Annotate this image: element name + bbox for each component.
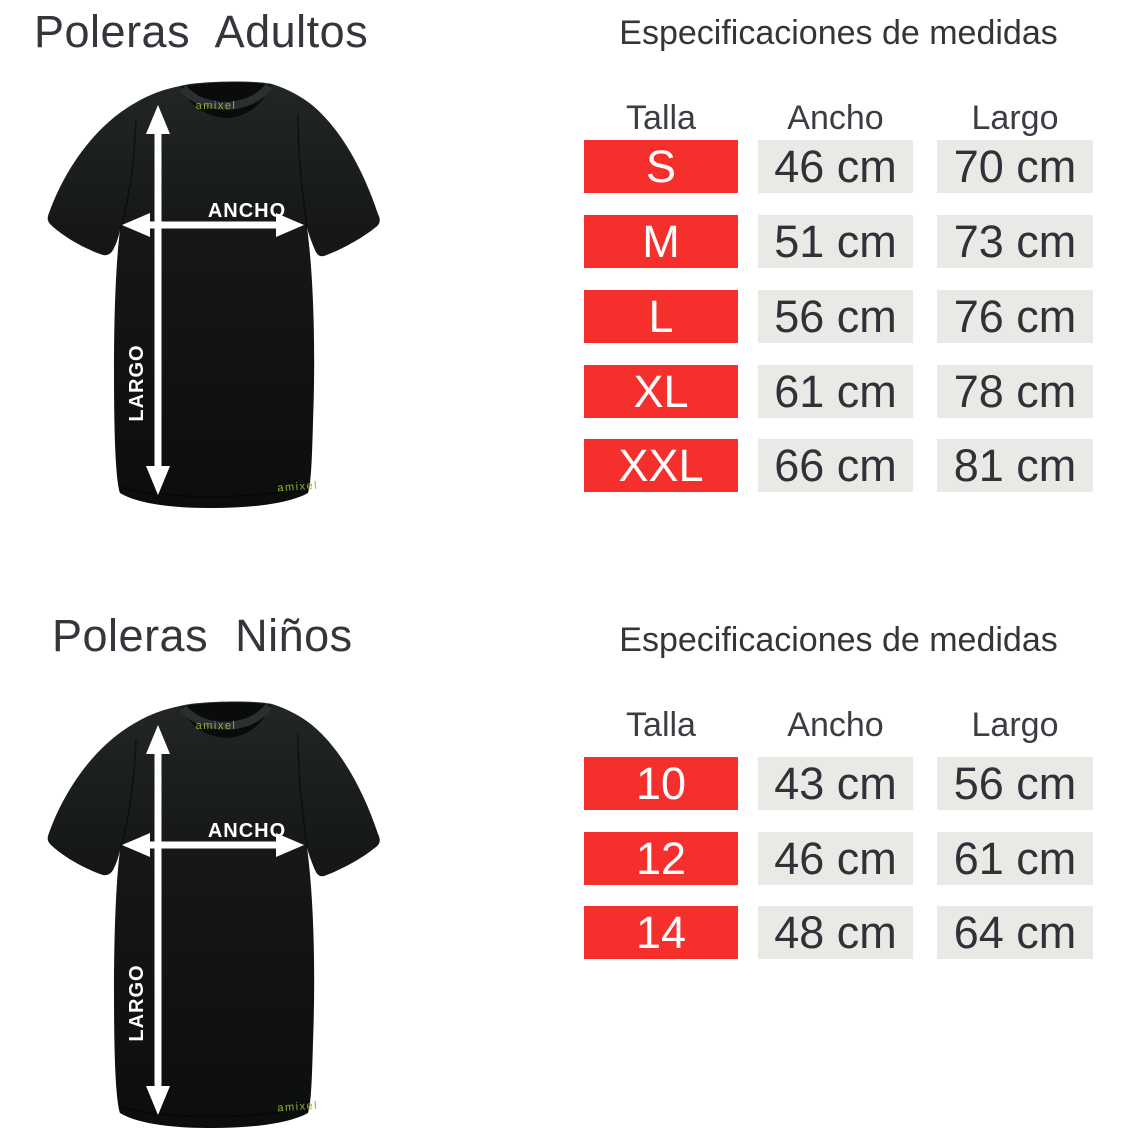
ancho-cell: 61 cm	[758, 365, 913, 418]
size-cell: M	[584, 215, 738, 268]
ancho-label: ANCHO	[208, 200, 286, 222]
kids-tshirt-diagram: amixel amixel ANCHO LARGO	[40, 692, 388, 1132]
largo-label: LARGO	[126, 964, 148, 1041]
tshirt-body	[47, 701, 380, 1128]
right-sleeve-seam	[297, 113, 308, 228]
hem-seam	[119, 1105, 309, 1118]
hem-brand-logo: amixel	[277, 480, 319, 495]
ancho-cell: 66 cm	[758, 439, 913, 492]
largo-cell: 73 cm	[937, 215, 1093, 268]
adult-tshirt-diagram: amixel amixel ANCHO LARGO	[40, 72, 388, 512]
kids-table-header: Talla Ancho Largo	[584, 706, 1093, 745]
largo-cell: 56 cm	[937, 757, 1093, 810]
collar-band	[179, 83, 273, 110]
header-ancho: Ancho	[787, 99, 884, 137]
table-row: 12 46 cm 61 cm	[584, 832, 1093, 885]
size-cell: 12	[584, 832, 738, 885]
adults-table-header: Talla Ancho Largo	[584, 99, 1093, 138]
collar-band	[179, 703, 273, 730]
size-cell: XXL	[584, 439, 738, 492]
table-row: M 51 cm 73 cm	[584, 215, 1093, 268]
ancho-cell: 43 cm	[758, 757, 913, 810]
neck-opening	[181, 82, 271, 118]
ancho-cell: 51 cm	[758, 215, 913, 268]
header-talla: Talla	[626, 706, 696, 744]
ancho-cell: 48 cm	[758, 906, 913, 959]
header-ancho: Ancho	[787, 706, 884, 744]
hem-brand-logo: amixel	[277, 1100, 319, 1115]
table-row: 14 48 cm 64 cm	[584, 906, 1093, 959]
left-sleeve-seam	[119, 119, 137, 231]
adults-section-title: Poleras Adultos	[34, 6, 369, 57]
ancho-arrow	[122, 833, 304, 857]
right-sleeve-seam	[297, 733, 308, 848]
neck-opening	[181, 702, 271, 738]
table-row: S 46 cm 70 cm	[584, 140, 1093, 193]
largo-cell: 61 cm	[937, 832, 1093, 885]
largo-arrow	[146, 105, 170, 495]
largo-cell: 76 cm	[937, 290, 1093, 343]
tshirt-graphic: amixel amixel ANCHO LARGO	[47, 81, 380, 508]
collar-brand-logo: amixel	[196, 100, 237, 112]
size-cell: XL	[584, 365, 738, 418]
ancho-cell: 46 cm	[758, 140, 913, 193]
tshirt-body	[47, 81, 380, 508]
header-largo: Largo	[971, 99, 1059, 137]
kids-section-title: Poleras Niños	[52, 610, 353, 661]
largo-label: LARGO	[126, 344, 148, 421]
largo-cell: 78 cm	[937, 365, 1093, 418]
hem-seam	[119, 485, 309, 498]
largo-cell: 81 cm	[937, 439, 1093, 492]
header-largo: Largo	[971, 706, 1059, 744]
table-row: XL 61 cm 78 cm	[584, 365, 1093, 418]
header-talla: Talla	[626, 99, 696, 137]
ancho-cell: 56 cm	[758, 290, 913, 343]
ancho-arrow	[122, 213, 304, 237]
kids-table-title: Especificaciones de medidas	[619, 621, 1058, 659]
size-cell: L	[584, 290, 738, 343]
collar-brand-logo: amixel	[196, 720, 237, 732]
ancho-cell: 46 cm	[758, 832, 913, 885]
size-cell: 10	[584, 757, 738, 810]
largo-cell: 64 cm	[937, 906, 1093, 959]
table-row: XXL 66 cm 81 cm	[584, 439, 1093, 492]
ancho-label: ANCHO	[208, 820, 286, 842]
tshirt-graphic: amixel amixel ANCHO LARGO	[47, 701, 380, 1128]
size-cell: 14	[584, 906, 738, 959]
adults-table-title: Especificaciones de medidas	[619, 14, 1058, 52]
size-cell: S	[584, 140, 738, 193]
largo-arrow	[146, 725, 170, 1115]
largo-cell: 70 cm	[937, 140, 1093, 193]
table-row: L 56 cm 76 cm	[584, 290, 1093, 343]
left-sleeve-seam	[119, 739, 137, 851]
table-row: 10 43 cm 56 cm	[584, 757, 1093, 810]
